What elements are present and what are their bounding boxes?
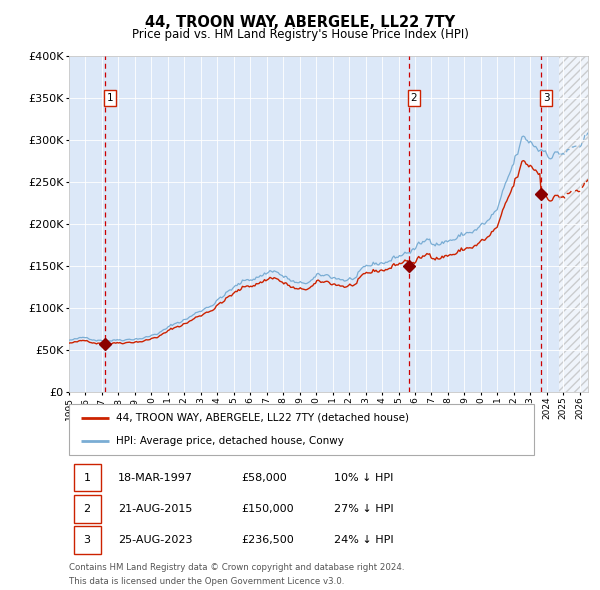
Text: HPI: Average price, detached house, Conwy: HPI: Average price, detached house, Conw… xyxy=(115,437,343,447)
Bar xyxy=(559,56,588,392)
Text: £58,000: £58,000 xyxy=(241,473,287,483)
Text: 25-AUG-2023: 25-AUG-2023 xyxy=(118,535,193,545)
FancyBboxPatch shape xyxy=(74,495,101,523)
Text: Contains HM Land Registry data © Crown copyright and database right 2024.: Contains HM Land Registry data © Crown c… xyxy=(69,563,404,572)
Text: 2: 2 xyxy=(83,504,91,514)
Text: 1: 1 xyxy=(83,473,91,483)
Text: This data is licensed under the Open Government Licence v3.0.: This data is licensed under the Open Gov… xyxy=(69,577,344,586)
FancyBboxPatch shape xyxy=(69,404,534,455)
Bar xyxy=(559,56,588,392)
Text: 27% ↓ HPI: 27% ↓ HPI xyxy=(334,504,394,514)
Text: 3: 3 xyxy=(83,535,91,545)
Text: 2: 2 xyxy=(411,93,418,103)
Text: £150,000: £150,000 xyxy=(241,504,293,514)
FancyBboxPatch shape xyxy=(74,464,101,491)
Text: 44, TROON WAY, ABERGELE, LL22 7TY (detached house): 44, TROON WAY, ABERGELE, LL22 7TY (detac… xyxy=(115,412,409,422)
Text: Price paid vs. HM Land Registry's House Price Index (HPI): Price paid vs. HM Land Registry's House … xyxy=(131,28,469,41)
FancyBboxPatch shape xyxy=(74,526,101,553)
Text: 24% ↓ HPI: 24% ↓ HPI xyxy=(334,535,394,545)
Text: 21-AUG-2015: 21-AUG-2015 xyxy=(118,504,192,514)
Text: 1: 1 xyxy=(107,93,113,103)
Text: £236,500: £236,500 xyxy=(241,535,294,545)
Text: 3: 3 xyxy=(542,93,550,103)
Text: 44, TROON WAY, ABERGELE, LL22 7TY: 44, TROON WAY, ABERGELE, LL22 7TY xyxy=(145,15,455,30)
Text: 18-MAR-1997: 18-MAR-1997 xyxy=(118,473,193,483)
Text: 10% ↓ HPI: 10% ↓ HPI xyxy=(334,473,394,483)
